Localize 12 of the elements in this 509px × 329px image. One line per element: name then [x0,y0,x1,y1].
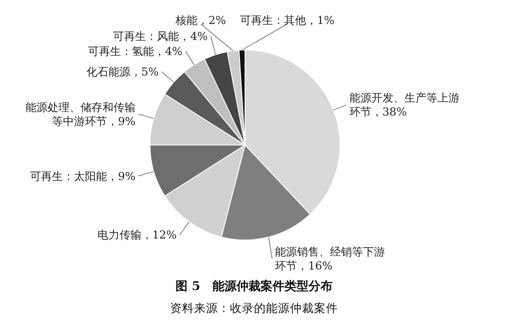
slice-label: 核能，2% [174,14,226,27]
slice-label: 能源开发、生产等上游环节，38% [349,92,460,119]
slice-label: 能源销售、经销等下游环节，16% [275,245,386,272]
slice-label: 化石能源，5% [86,65,159,78]
slice-label: 可再生：太阳能，9% [30,170,136,183]
text: 资料来源：收录的能源仲裁案件 [170,301,338,315]
slice-label: 可再生：其他，1% [240,14,334,27]
slice-label: 可再生：氢能，4% [88,45,183,58]
slice-label: 可再生：风能，4% [113,30,208,44]
text: 图 5 能源仲裁案件类型分布 [176,279,332,293]
slice-label: 能源处理、储存和传输等中游环节，9% [25,100,136,128]
slice-label: 电力传输，12% [97,228,177,242]
